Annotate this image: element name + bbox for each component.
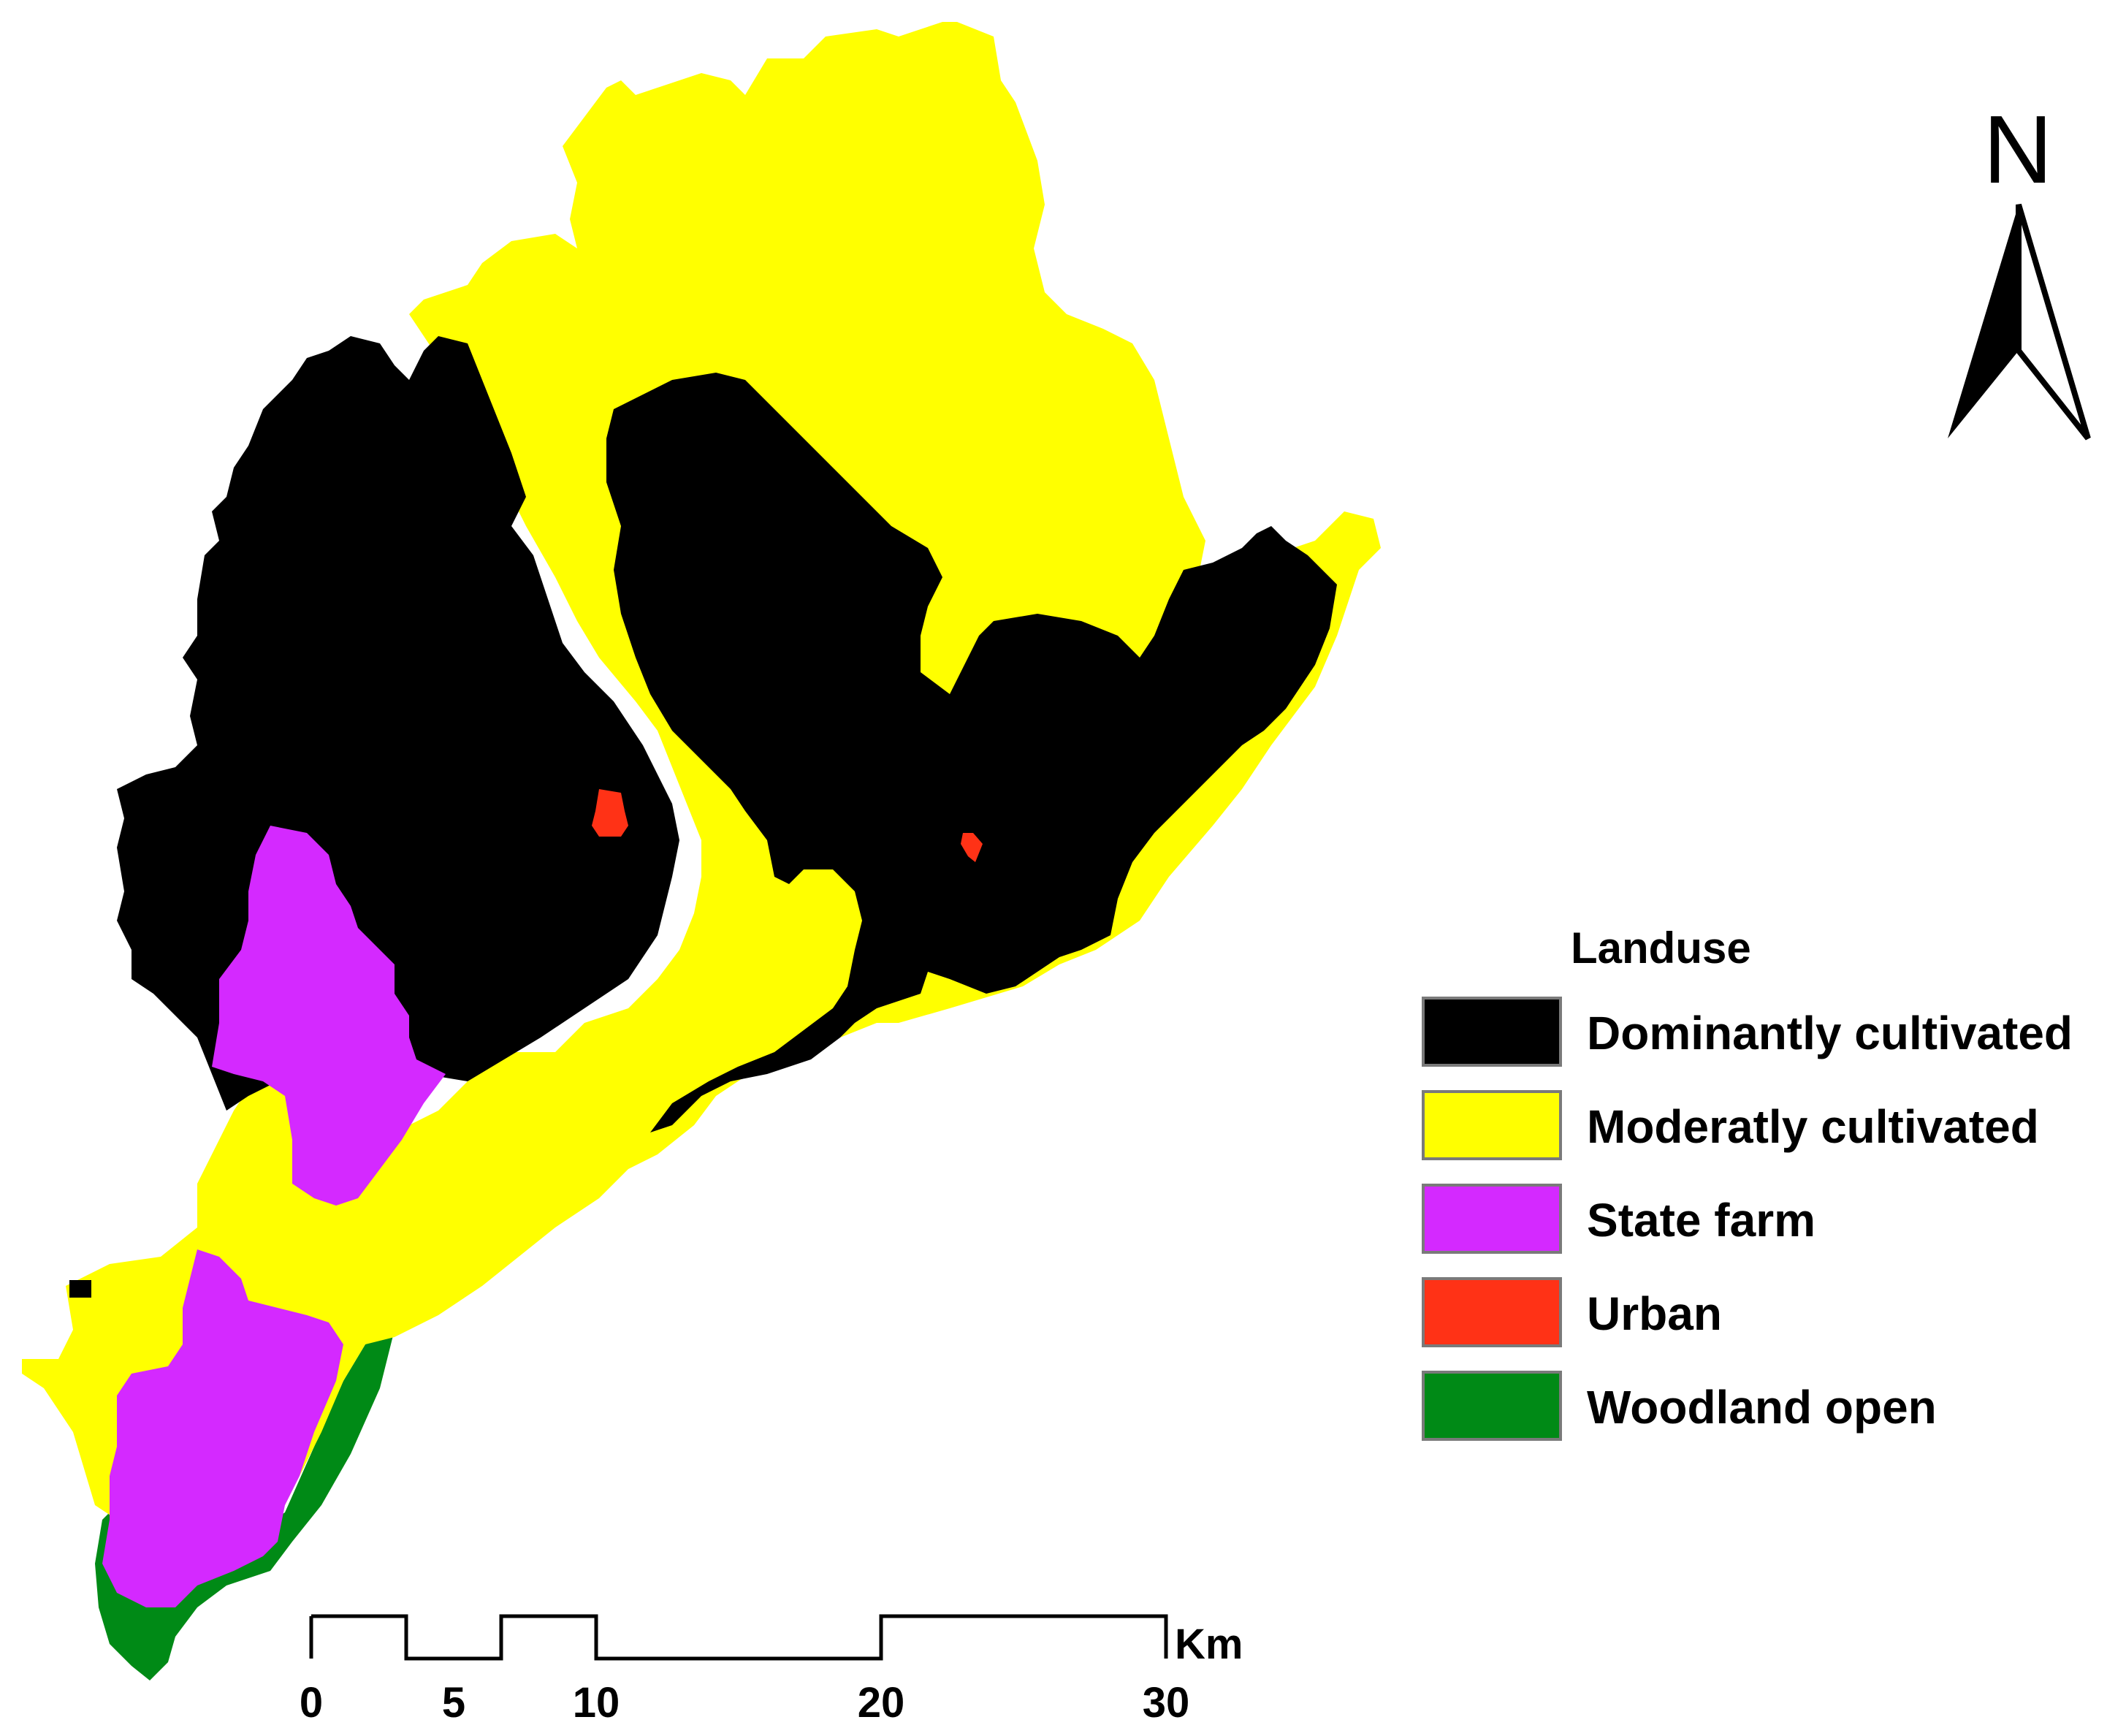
state-farm-north-region [212, 826, 446, 1206]
dominantly-cultivated-east-region [606, 373, 1337, 1132]
legend-item-label: Woodland open [1587, 1381, 1937, 1434]
legend: Landuse Dominantly cultivated Moderatly … [1422, 924, 2073, 1441]
legend-item-dominantly-cultivated: Dominantly cultivated [1422, 997, 2073, 1067]
state-farm-south-region [102, 1249, 343, 1607]
legend-item-label: State farm [1587, 1194, 1815, 1246]
urban-region-west [592, 789, 628, 837]
legend-item-label: Moderatly cultivated [1587, 1100, 2039, 1153]
legend-item-urban: Urban [1422, 1277, 1722, 1347]
legend-swatch [1422, 1371, 1562, 1441]
legend-item-label: Urban [1587, 1287, 1722, 1340]
scale-tick-label: 5 [442, 1679, 465, 1727]
scale-tick-label: 30 [1143, 1679, 1190, 1727]
north-arrow-left-half [1948, 205, 2019, 438]
scale-tick-label: 10 [573, 1679, 620, 1727]
legend-swatch [1422, 997, 1562, 1067]
scale-bar [309, 1614, 1168, 1661]
legend-item-state-farm: State farm [1422, 1184, 1815, 1254]
scale-tick-label: 20 [858, 1679, 905, 1727]
scale-unit-label: Km [1175, 1621, 1243, 1668]
scale-bar-line [309, 1614, 1168, 1661]
scale-tick-label: 0 [300, 1679, 323, 1727]
legend-item-woodland-open: Woodland open [1422, 1371, 1937, 1441]
north-arrow-right-half [2016, 203, 2091, 441]
map-area [22, 22, 1381, 1680]
north-label: N [1983, 96, 2052, 203]
legend-swatch [1422, 1277, 1562, 1347]
legend-item-moderatly-cultivated: Moderatly cultivated [1422, 1090, 2039, 1160]
north-arrow: N [1948, 96, 2091, 441]
dominantly-cultivated-speck [69, 1280, 91, 1298]
scale-bar-labels: 0 5 10 20 30 Km [300, 1621, 1243, 1727]
urban-region-east [961, 833, 983, 862]
legend-swatch [1422, 1090, 1562, 1160]
legend-swatch [1422, 1184, 1562, 1254]
legend-title: Landuse [1571, 924, 1751, 972]
legend-item-label: Dominantly cultivated [1587, 1007, 2073, 1059]
